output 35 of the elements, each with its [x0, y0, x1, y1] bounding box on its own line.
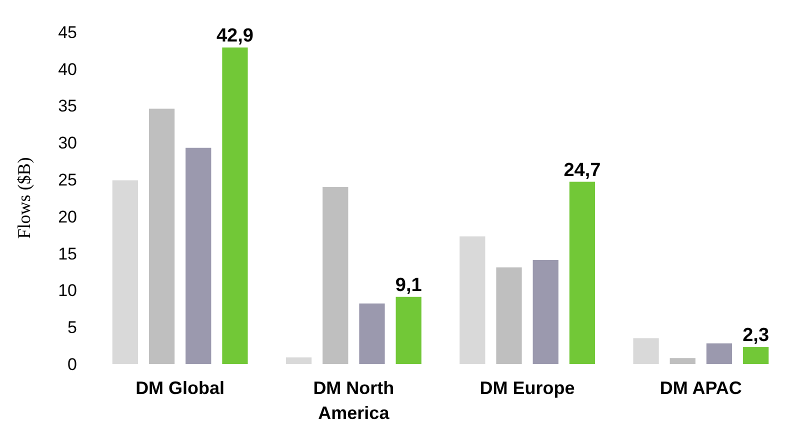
bar	[532, 260, 558, 364]
bar	[322, 186, 348, 364]
y-tick-label: 0	[68, 354, 77, 374]
x-tick-label: DM Europe	[480, 378, 575, 398]
bar	[112, 180, 138, 364]
data-label: 24,7	[564, 160, 601, 181]
y-tick-label: 15	[58, 244, 77, 264]
x-tick-label: DM APAC	[660, 378, 742, 398]
y-tick-label: 35	[58, 96, 77, 116]
bar	[743, 347, 769, 364]
bar	[496, 267, 522, 364]
y-tick-label: 5	[68, 318, 77, 338]
bar	[396, 296, 422, 364]
y-axis-title: Flows ($B)	[14, 157, 34, 239]
bar	[670, 358, 696, 364]
bar	[706, 343, 732, 364]
bar	[633, 338, 659, 364]
bar	[460, 236, 486, 364]
bar	[569, 182, 596, 364]
data-label: 9,1	[395, 274, 422, 296]
bar	[186, 148, 212, 364]
data-label: 2,3	[742, 325, 770, 346]
bar	[222, 47, 248, 364]
x-tick-label: DM North America	[313, 378, 394, 423]
y-tick-label: 45	[58, 22, 77, 42]
y-tick-label: 25	[58, 170, 77, 190]
bar	[286, 357, 312, 364]
data-label: 42,9	[216, 25, 254, 46]
y-tick-label: 20	[58, 207, 77, 226]
y-tick-label: 10	[58, 281, 77, 300]
y-tick-label: 30	[58, 134, 77, 153]
bar	[359, 304, 385, 364]
x-tick-label: DM Global	[136, 378, 225, 398]
bar	[148, 108, 175, 364]
y-tick-label: 40	[58, 60, 77, 79]
